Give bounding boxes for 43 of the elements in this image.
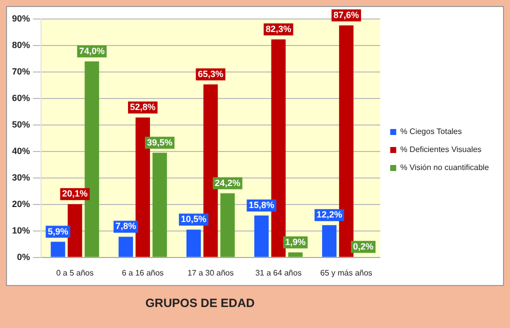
y-tick-label: 70% <box>12 66 30 76</box>
data-label: 74,0% <box>79 46 105 56</box>
legend-label: % Deficientes Visuales <box>400 145 482 154</box>
y-tick-label: 50% <box>12 119 30 130</box>
bar <box>118 236 134 257</box>
data-label: 24,2% <box>214 178 240 188</box>
y-tick-label: 10% <box>12 225 30 236</box>
x-axis-title: GRUPOS DE EDAD <box>144 296 256 310</box>
bar <box>186 230 201 257</box>
y-tick-label: 30% <box>12 172 30 182</box>
bar <box>220 193 235 257</box>
x-tick-label: 65 y más años <box>320 268 372 278</box>
data-label: 0,2% <box>352 241 374 252</box>
data-label: 52,8% <box>130 102 156 112</box>
data-label: 5,9% <box>48 226 68 236</box>
bar <box>288 252 303 257</box>
legend-label: % Ciegos Totales <box>400 127 462 136</box>
data-label: 15,8% <box>248 200 274 210</box>
x-tick-label: 0 a 5 años <box>56 268 94 278</box>
data-label: 82,3% <box>266 24 292 34</box>
data-label: 12,2% <box>316 210 342 220</box>
x-tick-label: 17 a 30 años <box>187 268 234 278</box>
y-tick-label: 90% <box>12 13 30 24</box>
bar <box>152 152 167 257</box>
data-label: 87,6% <box>334 10 360 20</box>
bar <box>50 242 66 257</box>
x-tick-label: 31 a 64 años <box>255 268 302 278</box>
data-label: 39,5% <box>146 137 172 148</box>
x-tick-label: 6 a 16 años <box>122 268 164 278</box>
bar <box>322 225 337 257</box>
data-label: 65,3% <box>198 68 224 79</box>
data-label: 7,8% <box>116 221 136 232</box>
y-tick-label: 60% <box>12 92 30 103</box>
y-tick-label: 80% <box>12 40 30 50</box>
data-label: 10,5% <box>180 214 206 224</box>
bar <box>68 204 82 257</box>
y-tick-label: 40% <box>12 146 30 156</box>
legend-label: % Visión no cuantificable <box>400 163 490 172</box>
y-tick-label: 0% <box>17 252 30 262</box>
data-label: 20,1% <box>62 188 88 199</box>
bar <box>254 216 269 257</box>
data-label: 1,9% <box>285 236 306 247</box>
y-tick-label: 20% <box>12 198 30 209</box>
